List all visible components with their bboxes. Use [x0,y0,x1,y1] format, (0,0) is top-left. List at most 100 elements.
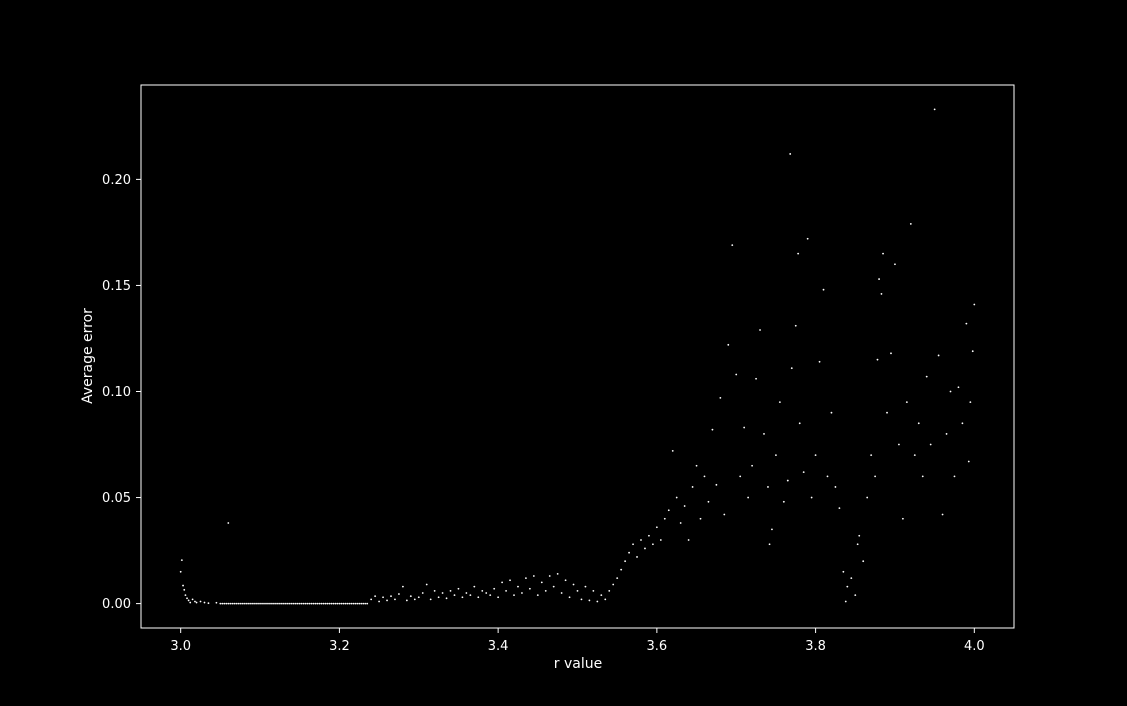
data-point-243 [348,602,351,605]
data-point-252 [366,602,369,605]
y-axis-ticks: 0.00 0.05 0.10 0.15 0.20 [102,173,141,612]
data-point-173 [965,322,968,325]
data-point-239 [340,602,343,605]
data-point-86 [648,534,650,537]
data-point-67 [572,583,575,586]
data-point-119 [775,454,777,457]
data-point-164 [929,443,932,446]
data-point-74 [600,594,603,597]
data-point-134 [826,475,829,478]
data-point-184 [231,602,234,605]
data-point-170 [953,475,956,478]
data-point-88 [655,526,658,529]
data-point-31 [429,598,432,601]
data-point-93 [675,496,678,499]
data-point-182 [227,602,230,605]
data-point-233 [328,602,331,605]
data-point-186 [235,602,238,605]
data-point-175 [969,401,972,403]
data-point-180 [223,602,226,605]
data-point-73 [596,600,599,603]
data-point-17 [374,595,377,598]
data-point-0 [179,570,182,573]
data-point-187 [237,602,240,605]
data-point-172 [961,422,964,425]
data-point-53 [517,585,519,588]
data-point-78 [616,577,619,580]
data-point-14 [215,601,218,604]
data-point-167 [941,513,944,516]
data-point-139 [844,600,847,603]
data-point-148 [874,475,877,478]
data-point-188 [239,602,242,605]
data-point-111 [747,496,750,499]
data-point-81 [628,551,630,554]
scatter-points [179,108,976,605]
data-point-143 [856,543,859,546]
data-point-153 [886,411,888,414]
data-point-219 [300,602,303,605]
data-point-107 [731,244,734,247]
data-point-162 [921,475,924,478]
x-tick-label: 3.6 [647,639,668,654]
data-point-178 [219,602,222,605]
data-point-207 [277,602,279,605]
y-tick-label: 0.05 [102,491,131,506]
data-point-203 [269,602,271,605]
data-point-211 [284,602,287,605]
data-point-98 [695,464,698,467]
data-point-113 [755,377,757,380]
data-point-127 [798,422,801,425]
data-point-19 [382,596,384,599]
data-point-212 [286,602,289,605]
y-tick-label: 0.15 [102,279,131,294]
data-point-161 [917,422,920,425]
data-point-221 [304,602,307,605]
data-point-124 [790,367,793,370]
data-point-95 [683,505,686,507]
data-point-135 [830,411,833,414]
x-tick-label: 3.8 [805,639,826,654]
data-point-25 [405,599,408,602]
y-tick-label: 0.10 [102,385,131,400]
data-point-181 [225,602,228,605]
data-point-210 [282,602,285,605]
data-point-149 [876,358,879,361]
data-point-97 [691,486,694,488]
data-point-206 [275,602,277,605]
data-point-90 [663,517,666,520]
data-point-242 [346,602,349,605]
data-point-100 [703,475,706,478]
data-point-4 [184,594,187,597]
data-point-130 [810,496,813,499]
data-point-120 [778,401,781,403]
data-point-194 [251,602,254,605]
data-point-144 [858,534,861,537]
data-point-46 [489,594,492,597]
data-point-147 [870,454,873,457]
data-point-141 [850,577,853,580]
data-point-11 [199,600,202,603]
data-point-133 [822,288,825,291]
data-point-63 [556,573,559,575]
data-point-145 [862,560,865,563]
data-point-49 [501,581,503,584]
data-point-33 [437,596,440,599]
data-point-56 [528,587,531,590]
data-point-118 [771,528,773,531]
data-point-44 [481,589,484,592]
data-point-152 [882,252,884,255]
data-point-226 [314,602,317,605]
data-point-110 [743,426,746,429]
x-axis-ticks: 3.0 3.2 3.4 3.6 3.8 4.0 [170,628,985,654]
data-point-108 [735,373,738,376]
data-point-103 [715,483,718,486]
data-point-237 [336,602,339,605]
data-point-231 [324,602,327,605]
data-point-222 [306,602,309,605]
data-point-62 [552,585,555,588]
data-point-200 [263,602,265,605]
data-point-250 [362,602,365,605]
data-point-154 [890,352,892,355]
data-point-179 [221,602,224,605]
